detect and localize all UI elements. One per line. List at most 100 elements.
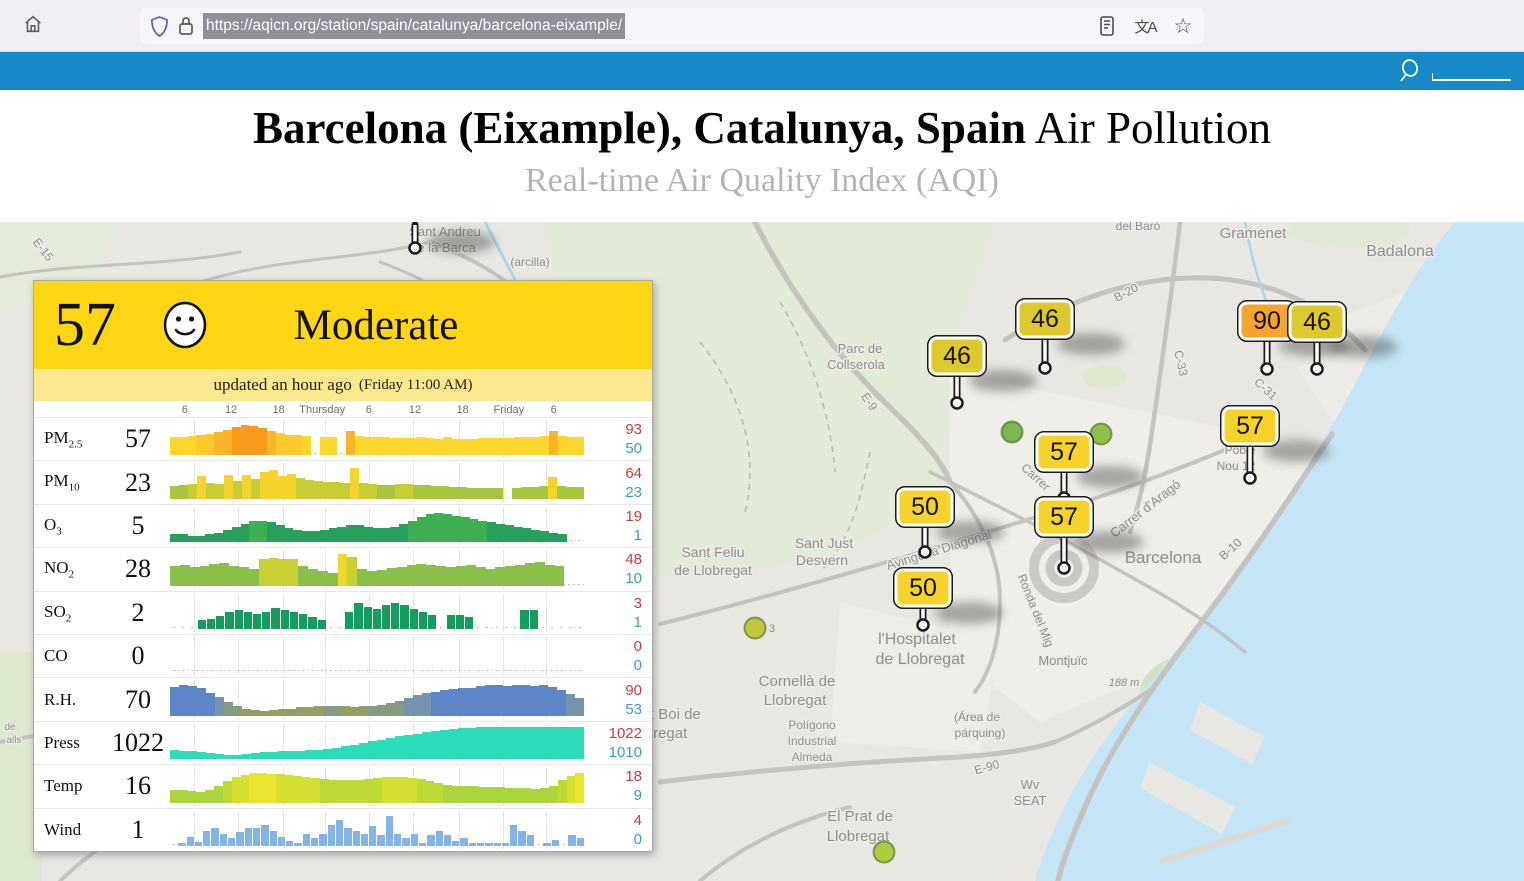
pollutant-sparkline[interactable] (170, 418, 586, 460)
sparkline-bar (372, 436, 382, 456)
sparkline-gridline (193, 723, 195, 763)
sparkline-bar (460, 517, 470, 543)
aqi-map-marker[interactable]: 57 (1034, 496, 1094, 538)
pollutant-current-value: 70 (125, 684, 151, 714)
pollutant-sparkline[interactable] (170, 505, 586, 547)
sparkline-bar (268, 558, 279, 586)
sparkline-gap (311, 452, 320, 456)
aqi-map-marker[interactable]: 46 (1287, 301, 1347, 343)
sparkline-gap (289, 669, 299, 673)
url-text[interactable]: https://aqicn.org/station/spain/cataluny… (203, 13, 626, 39)
sparkline-bar (539, 486, 548, 499)
pollutant-sparkline[interactable] (170, 592, 586, 634)
sparkline-bar (228, 838, 236, 846)
sparkline-bar (416, 779, 426, 803)
sparkline-gap (455, 669, 465, 673)
browser-toolbar: https://aqicn.org/station/spain/cataluny… (0, 0, 1524, 52)
translate-icon[interactable]: 文A (1134, 18, 1157, 36)
sparkline-bar (485, 685, 494, 716)
aqi-map-marker[interactable]: 50 (893, 567, 953, 609)
pollutant-sparkline[interactable] (170, 809, 586, 851)
sparkline-bar (575, 772, 585, 803)
sparkline-bar (434, 438, 444, 456)
sparkline-bar (244, 827, 252, 846)
shield-icon[interactable] (150, 15, 169, 37)
sparkline-bar (188, 751, 197, 760)
sparkline-bar (416, 437, 426, 456)
sparkline-bar (521, 487, 530, 499)
pollutant-sparkline[interactable] (170, 635, 586, 677)
sparkline-bar (302, 435, 311, 456)
home-button[interactable] (16, 9, 50, 43)
sparkline-gridline (283, 636, 285, 676)
smiley-face-icon (162, 300, 208, 350)
sparkline-bar (222, 529, 232, 543)
pollutant-label: R.H. (44, 689, 77, 709)
station-dot[interactable] (872, 840, 896, 864)
sparkline-bar (368, 484, 377, 499)
updated-banner[interactable]: updated an hour ago (Friday 11:00 AM) (34, 369, 652, 401)
sparkline-bar (249, 426, 259, 456)
search-input[interactable] (1433, 79, 1511, 81)
sparkline-bar (540, 435, 549, 456)
sparkline-bar (359, 483, 368, 499)
time-axis-label: Thursday (299, 404, 346, 416)
sparkline-bar (170, 437, 179, 456)
lock-icon[interactable] (178, 16, 194, 36)
sparkline-gap (317, 669, 327, 673)
aqi-map-marker[interactable]: 57 (1220, 405, 1280, 447)
aqi-map-marker[interactable]: 46 (1015, 298, 1075, 340)
sparkline-bar (242, 708, 251, 716)
sparkline-bar (476, 487, 485, 499)
pollutant-sparkline[interactable] (170, 765, 586, 807)
sparkline-bar (494, 488, 503, 499)
sparkline-gridline (283, 810, 285, 849)
sparkline-bar (311, 838, 319, 846)
aqi-map-marker[interactable]: 57 (1034, 431, 1094, 473)
sparkline-bar (529, 610, 538, 629)
pollutant-sparkline[interactable] (170, 678, 586, 720)
pollutant-label: Wind (44, 819, 82, 839)
pollutant-label: SO2 (44, 601, 72, 624)
pollutant-sparkline[interactable] (170, 548, 586, 590)
sparkline-bar (224, 702, 233, 716)
reader-view-icon[interactable] (1096, 15, 1118, 37)
pollutant-sparkline[interactable] (170, 722, 586, 764)
sparkline-gap (179, 625, 188, 629)
time-axis-label: 18 (272, 404, 285, 416)
sparkline-bar (347, 556, 358, 586)
search-icon[interactable] (1398, 58, 1424, 84)
sparkline-bar (416, 517, 426, 543)
map-sea (1035, 222, 1524, 881)
sparkline-bar (407, 520, 417, 543)
map-place-label: (Área de (954, 709, 1000, 724)
sparkline-bar (170, 486, 179, 499)
map-aqi-markers: 46 46 90 46 57 57 57 50 50 (893, 298, 1347, 609)
sparkline-bar (377, 835, 385, 846)
aqi-map-marker[interactable]: 46 (927, 335, 987, 377)
sparkline-bar (203, 830, 211, 846)
station-dot[interactable] (1000, 420, 1024, 444)
sparkline-bar (544, 564, 555, 586)
sparkline-bar (452, 841, 460, 846)
pollutant-row-so2: SO2 2 3 1 (34, 590, 652, 634)
sparkline-bar (446, 566, 456, 586)
url-bar[interactable]: https://aqicn.org/station/spain/cataluny… (140, 8, 1204, 44)
sparkline-bar (278, 751, 287, 760)
station-dot[interactable] (743, 616, 767, 640)
aqi-map-marker[interactable]: 50 (895, 486, 955, 528)
sparkline-bar (369, 826, 377, 846)
sparkline-bar (504, 787, 514, 803)
sparkline-bar (278, 709, 287, 716)
pollutant-sparkline[interactable] (170, 461, 586, 503)
sparkline-bar (521, 727, 530, 760)
marker-shadow (1262, 440, 1330, 462)
sparkline-bar (214, 532, 223, 543)
bookmark-star-icon[interactable]: ☆ (1173, 14, 1193, 38)
sparkline-bar (390, 437, 400, 456)
sparkline-bar (475, 566, 486, 586)
sparkline-gridline (237, 506, 239, 546)
sparkline-bar (346, 525, 356, 543)
sparkline-bar (485, 727, 494, 760)
map-place-label: Industrial (788, 734, 837, 748)
